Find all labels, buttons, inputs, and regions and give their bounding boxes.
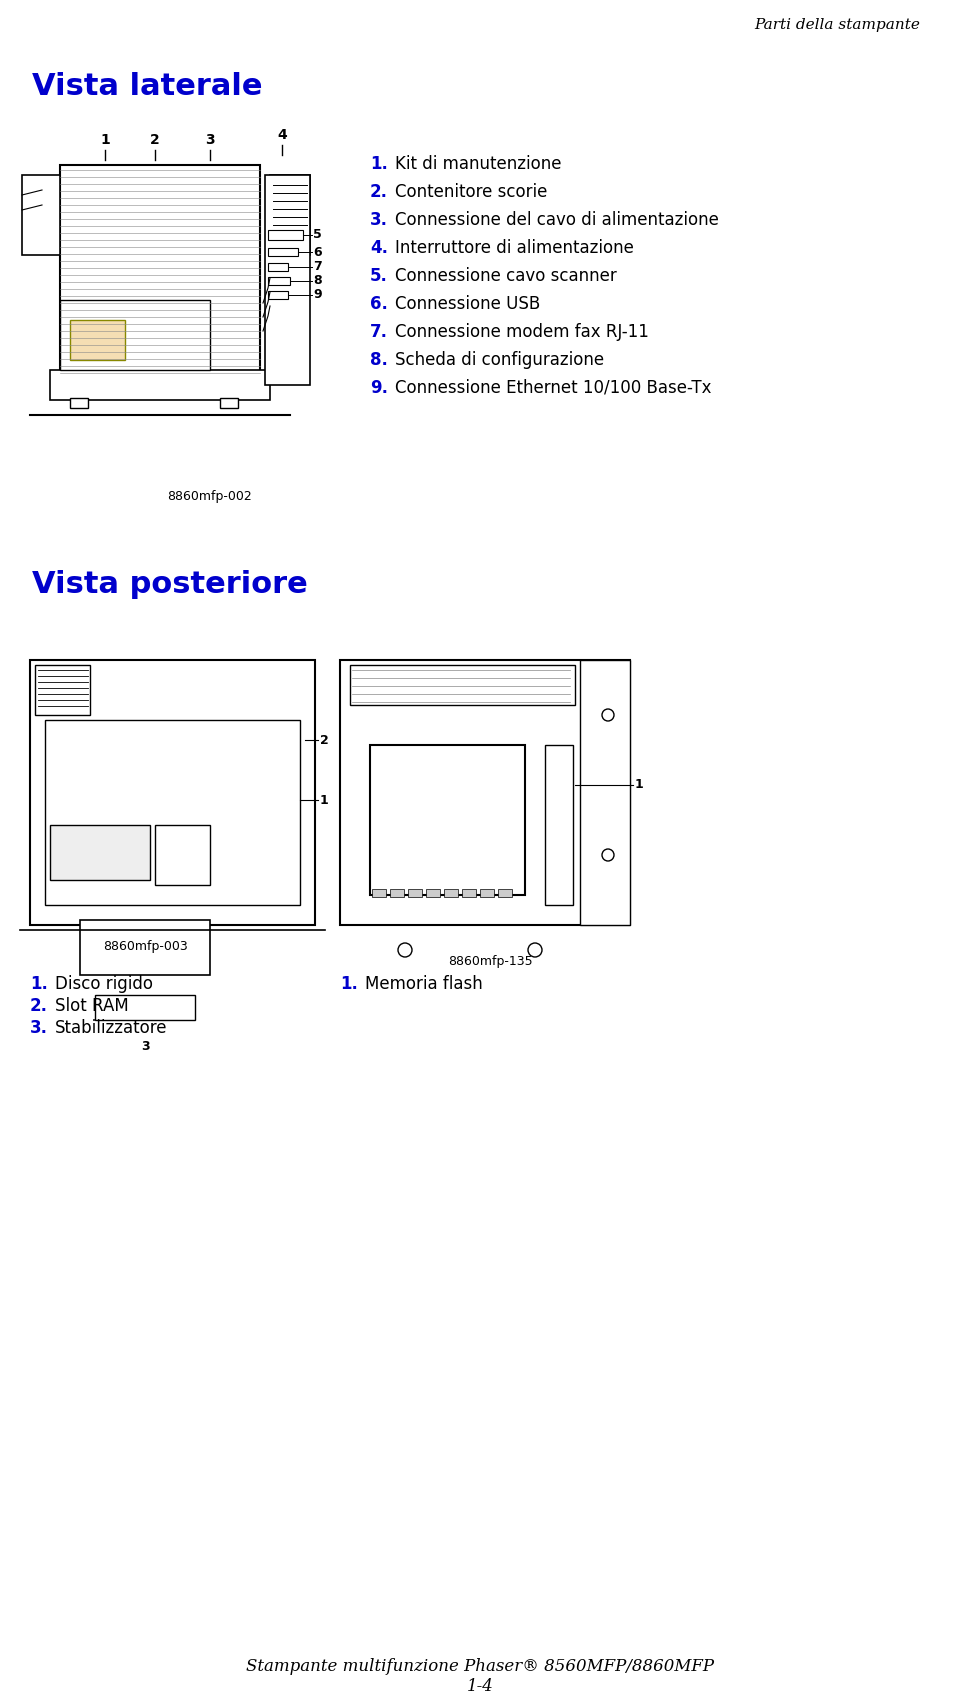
- Bar: [220, 398, 238, 408]
- Bar: [70, 398, 88, 408]
- Bar: [268, 277, 290, 286]
- Text: Disco rigido: Disco rigido: [55, 975, 153, 993]
- Text: 8860mfp-135: 8860mfp-135: [447, 954, 532, 968]
- Text: 2.: 2.: [30, 997, 48, 1015]
- Bar: [408, 890, 422, 896]
- Text: Stampante multifunzione Phaser® 8560MFP/8860MFP: Stampante multifunzione Phaser® 8560MFP/…: [246, 1658, 714, 1675]
- Text: 3.: 3.: [30, 1019, 48, 1038]
- Text: Vista posteriore: Vista posteriore: [32, 570, 308, 599]
- Text: 1: 1: [320, 793, 328, 806]
- Text: 9.: 9.: [370, 379, 388, 396]
- Bar: [390, 890, 404, 896]
- Text: 5.: 5.: [370, 267, 388, 286]
- Bar: [426, 890, 440, 896]
- Text: Connessione del cavo di alimentazione: Connessione del cavo di alimentazione: [395, 211, 719, 230]
- Text: Connessione USB: Connessione USB: [395, 294, 540, 313]
- Text: Stabilizzatore: Stabilizzatore: [55, 1019, 167, 1038]
- Text: 8860mfp-003: 8860mfp-003: [103, 941, 187, 953]
- Bar: [268, 230, 303, 240]
- Bar: [370, 745, 525, 895]
- Bar: [50, 371, 270, 400]
- Text: 8860mfp-002: 8860mfp-002: [168, 490, 252, 503]
- Text: Vista laterale: Vista laterale: [32, 71, 262, 100]
- Text: 1.: 1.: [340, 975, 358, 993]
- Text: 4: 4: [277, 128, 287, 141]
- Text: 2: 2: [150, 133, 160, 146]
- Bar: [350, 665, 575, 704]
- Bar: [480, 890, 494, 896]
- Bar: [372, 890, 386, 896]
- Bar: [70, 320, 125, 361]
- Bar: [462, 890, 476, 896]
- Bar: [45, 720, 300, 905]
- Text: Contenitore scorie: Contenitore scorie: [395, 184, 547, 201]
- Text: 3: 3: [205, 133, 215, 146]
- Text: 7: 7: [313, 260, 322, 274]
- Bar: [268, 248, 298, 255]
- Text: 6: 6: [313, 245, 322, 259]
- Bar: [22, 175, 60, 255]
- Bar: [498, 890, 512, 896]
- Text: 1.: 1.: [370, 155, 388, 174]
- Text: 8.: 8.: [370, 350, 388, 369]
- Bar: [95, 995, 195, 1021]
- Bar: [35, 665, 90, 714]
- Bar: [268, 291, 288, 299]
- Bar: [155, 825, 210, 885]
- Text: Slot RAM: Slot RAM: [55, 997, 129, 1015]
- Text: 3: 3: [141, 1039, 150, 1053]
- Bar: [270, 175, 310, 255]
- Text: 1-4: 1-4: [467, 1677, 493, 1694]
- Text: Connessione cavo scanner: Connessione cavo scanner: [395, 267, 616, 286]
- Text: 4.: 4.: [370, 240, 388, 257]
- Text: 7.: 7.: [370, 323, 388, 340]
- Bar: [268, 264, 288, 270]
- Text: Kit di manutenzione: Kit di manutenzione: [395, 155, 562, 174]
- Text: 8: 8: [313, 274, 322, 287]
- Bar: [60, 165, 260, 374]
- Bar: [265, 175, 310, 384]
- Bar: [30, 660, 315, 925]
- Text: 6.: 6.: [370, 294, 388, 313]
- Text: 1: 1: [100, 133, 109, 146]
- Text: 9: 9: [313, 289, 322, 301]
- Text: Connessione Ethernet 10/100 Base-Tx: Connessione Ethernet 10/100 Base-Tx: [395, 379, 711, 396]
- Bar: [50, 825, 150, 879]
- Text: 1.: 1.: [30, 975, 48, 993]
- Text: 2.: 2.: [370, 184, 388, 201]
- Text: 1: 1: [635, 779, 644, 791]
- Bar: [444, 890, 458, 896]
- Bar: [545, 745, 573, 905]
- Text: Connessione modem fax RJ-11: Connessione modem fax RJ-11: [395, 323, 649, 340]
- Text: Scheda di configurazione: Scheda di configurazione: [395, 350, 604, 369]
- Text: Memoria flash: Memoria flash: [365, 975, 483, 993]
- Bar: [80, 920, 210, 975]
- Text: 5: 5: [313, 228, 322, 242]
- Bar: [580, 660, 630, 925]
- Text: Parti della stampante: Parti della stampante: [755, 19, 920, 32]
- Text: 2: 2: [320, 733, 328, 747]
- Text: 3.: 3.: [370, 211, 388, 230]
- Text: Interruttore di alimentazione: Interruttore di alimentazione: [395, 240, 634, 257]
- Bar: [340, 660, 630, 925]
- Bar: [60, 299, 210, 371]
